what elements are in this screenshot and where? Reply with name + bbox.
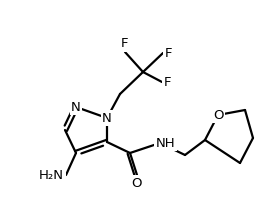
Text: F: F	[165, 46, 173, 59]
Text: N: N	[71, 101, 81, 113]
Text: F: F	[121, 37, 129, 50]
Text: N: N	[102, 111, 112, 125]
Text: F: F	[164, 75, 172, 89]
Text: NH: NH	[156, 137, 176, 149]
Text: O: O	[213, 109, 223, 121]
Text: O: O	[132, 177, 142, 190]
Text: H₂N: H₂N	[39, 168, 64, 182]
